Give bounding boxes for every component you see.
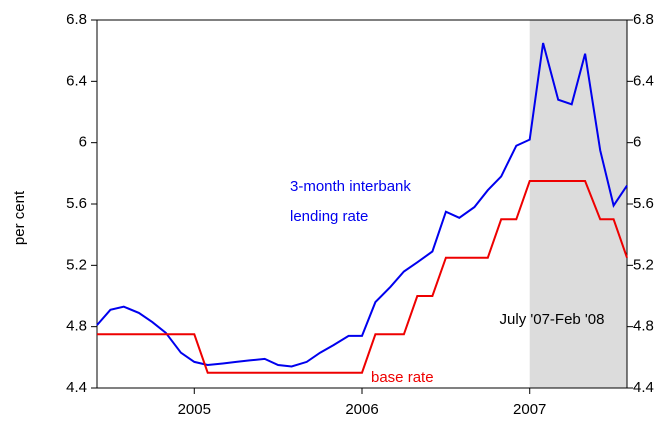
y2-tick-label: 5.6 <box>633 195 654 212</box>
y-tick-label: 5.6 <box>66 195 87 212</box>
series-line <box>97 180 628 374</box>
series-label: 3-month interbank <box>290 178 411 195</box>
y2-tick-label: 5.2 <box>633 256 654 273</box>
y-tick-label: 6 <box>79 134 87 151</box>
x-tick-label: 2006 <box>345 401 378 418</box>
y2-tick-label: 4.4 <box>633 379 654 396</box>
series-label: base rate <box>371 369 434 386</box>
y-axis-label: per cent <box>11 190 28 245</box>
shade-label: July '07-Feb '08 <box>500 311 605 328</box>
y2-tick-label: 6 <box>633 134 641 151</box>
y2-tick-label: 6.8 <box>633 11 654 28</box>
x-tick-label: 2005 <box>178 401 211 418</box>
y2-tick-label: 6.4 <box>633 72 654 89</box>
series-line <box>96 42 628 368</box>
y2-tick-label: 4.8 <box>633 318 654 335</box>
x-tick-label: 2007 <box>513 401 546 418</box>
y-tick-label: 5.2 <box>66 256 87 273</box>
y-tick-label: 4.8 <box>66 318 87 335</box>
series-label: lending rate <box>290 208 368 225</box>
y-tick-label: 6.8 <box>66 11 87 28</box>
y-tick-label: 6.4 <box>66 72 87 89</box>
y-tick-label: 4.4 <box>66 379 87 396</box>
